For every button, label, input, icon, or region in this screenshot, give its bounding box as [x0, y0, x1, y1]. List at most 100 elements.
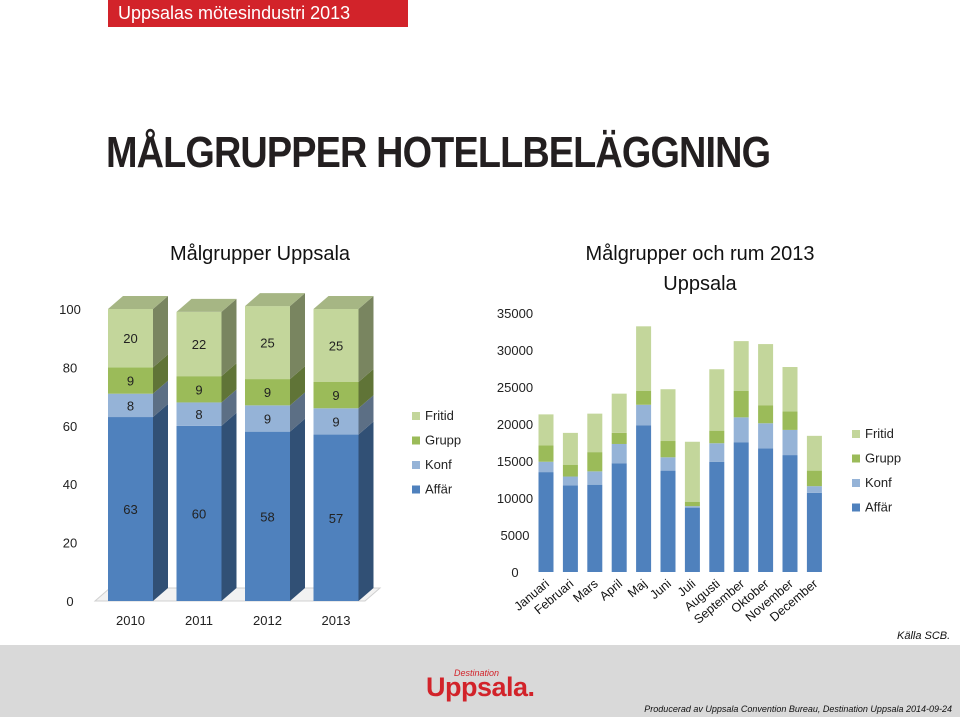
chart2-bar-december — [806, 435, 822, 572]
chart1-data-label: 63 — [123, 502, 137, 517]
chart2-segment-affär — [782, 455, 798, 572]
chart1-data-label: 9 — [332, 414, 339, 429]
chart2-segment-grupp — [709, 430, 725, 444]
chart1-segment-face — [108, 309, 153, 368]
chart1-segment-grupp: 9 — [108, 354, 168, 394]
chart1-legend-konf: Konf — [412, 457, 452, 472]
chart2-x-tick: Mars — [570, 577, 600, 606]
chart2-bar-juli — [684, 441, 700, 572]
chart1-segment-fritid: 20 — [108, 296, 168, 368]
chart1-segment-fritid: 22 — [176, 298, 237, 377]
chart1-segment-fritid: 25 — [245, 293, 305, 380]
chart2-bar-augusti — [709, 369, 725, 572]
source-note: Källa SCB. — [897, 630, 951, 642]
chart2-bar-oktober — [758, 344, 774, 572]
chart2-legend-label: Affär — [865, 500, 893, 515]
brand-logo[interactable]: Uppsala. — [426, 672, 535, 702]
chart1-legend-swatch — [412, 436, 420, 445]
chart1-segment-face — [108, 367, 153, 394]
chart2-segment-konf — [709, 443, 725, 462]
chart1-segment-side — [358, 369, 374, 409]
chart1-segment-affär: 57 — [313, 421, 374, 601]
chart1-data-label: 22 — [192, 337, 206, 352]
chart1-title: Målgrupper Uppsala — [170, 243, 351, 265]
chart1-segment-side — [358, 395, 374, 435]
chart1-segment-grupp: 9 — [313, 369, 374, 409]
chart2-segment-fritid — [636, 326, 652, 391]
chart1-legend-affär: Affär — [412, 482, 453, 497]
chart2-segment-konf — [758, 423, 774, 449]
chart2-segment-konf — [733, 417, 749, 443]
chart1-segment-face — [176, 402, 222, 426]
chart2-bar-april — [611, 393, 627, 572]
chart1-data-label: 57 — [329, 511, 343, 526]
chart2-segment-konf — [587, 471, 603, 485]
chart2-segment-konf — [611, 443, 627, 464]
chart2-segment-grupp — [636, 390, 652, 405]
chart1-segment-side — [358, 421, 374, 601]
chart2-segment-fritid — [782, 367, 798, 412]
chart1-segment-konf: 8 — [176, 389, 237, 426]
chart1-x-tick: 2012 — [253, 613, 282, 628]
chart1-data-label: 58 — [260, 509, 274, 524]
chart1-bar-top — [108, 296, 168, 309]
chart2-segment-grupp — [611, 432, 627, 444]
chart1-segment-side — [153, 296, 168, 368]
chart2-legend-swatch — [852, 503, 860, 512]
chart1-segment-face — [245, 431, 290, 601]
chart1-segment-face — [176, 425, 222, 601]
chart2-segment-fritid — [758, 344, 774, 406]
chart1-bar-2011: 60 8 9 22 — [176, 298, 237, 601]
chart2-segment-grupp — [806, 470, 822, 487]
chart2-y-tick: 25000 — [497, 380, 533, 395]
chart2-segment-affär — [709, 461, 725, 572]
chart1-x-tick: 2010 — [116, 613, 145, 628]
chart1-legend-swatch — [412, 412, 420, 420]
header-tag: Uppsalas mötesindustri 2013 — [108, 0, 408, 27]
chart-malgrupper-uppsala: Målgrupper Uppsala 0 20 40 60 80 100 63 8 9 20 60… — [59, 243, 461, 628]
chart2-segment-konf — [660, 457, 676, 471]
chart1-y-tick: 20 — [63, 536, 77, 551]
chart1-bar-top — [313, 296, 374, 309]
chart2-legend-label: Grupp — [865, 451, 901, 466]
chart1-legend-grupp: Grupp — [412, 433, 461, 448]
chart2-x-tick: April — [597, 577, 625, 604]
chart2-segment-fritid — [806, 435, 822, 471]
chart2-subtitle: Uppsala — [663, 273, 737, 295]
chart2-bar-januari — [538, 414, 554, 572]
chart1-y-tick: 60 — [63, 419, 77, 434]
chart2-y-tick: 5000 — [501, 528, 530, 543]
chart1-legend-swatch — [412, 461, 420, 469]
chart1-data-label: 25 — [260, 336, 274, 351]
chart1-data-label: 9 — [195, 382, 202, 397]
chart2-y-tick: 35000 — [497, 306, 533, 321]
chart1-data-label: 9 — [127, 374, 134, 389]
chart1-segment-side — [153, 404, 168, 601]
chart2-title: Målgrupper och rum 2013 — [585, 243, 814, 265]
chart1-segment-face — [245, 405, 290, 432]
chart1-segment-side — [290, 392, 305, 432]
chart2-segment-affär — [636, 425, 652, 572]
chart1-segment-grupp: 9 — [176, 363, 237, 403]
chart-malgrupper-och-rum: Målgrupper och rum 2013 Uppsala 0 5000 100… — [497, 243, 901, 627]
chart1-segment-side — [221, 298, 237, 377]
chart2-segment-konf — [806, 486, 822, 493]
chart1-segment-konf: 8 — [108, 380, 168, 418]
chart2-legend-fritid: Fritid — [852, 426, 894, 441]
chart1-x-tick: 2011 — [185, 613, 213, 628]
chart1-data-label: 25 — [329, 339, 343, 354]
chart1-y-tick: 80 — [63, 360, 77, 375]
chart2-segment-affär — [611, 463, 627, 572]
chart2-segment-konf — [562, 476, 578, 486]
chart2-y-tick: 20000 — [497, 417, 533, 432]
top-bar: Uppsalas mötesindustri 2013 — [0, 0, 960, 27]
chart2-segment-fritid — [538, 414, 554, 446]
chart1-segment-face — [176, 376, 222, 403]
chart1-segment-face — [108, 393, 153, 418]
chart1-legend-fritid: Fritid — [412, 408, 454, 423]
chart2-segment-fritid — [611, 393, 627, 433]
chart2-legend-swatch — [852, 430, 860, 438]
chart1-segment-affär: 58 — [245, 418, 305, 601]
chart2-segment-grupp — [782, 411, 798, 430]
chart2-segment-affär — [806, 492, 822, 572]
